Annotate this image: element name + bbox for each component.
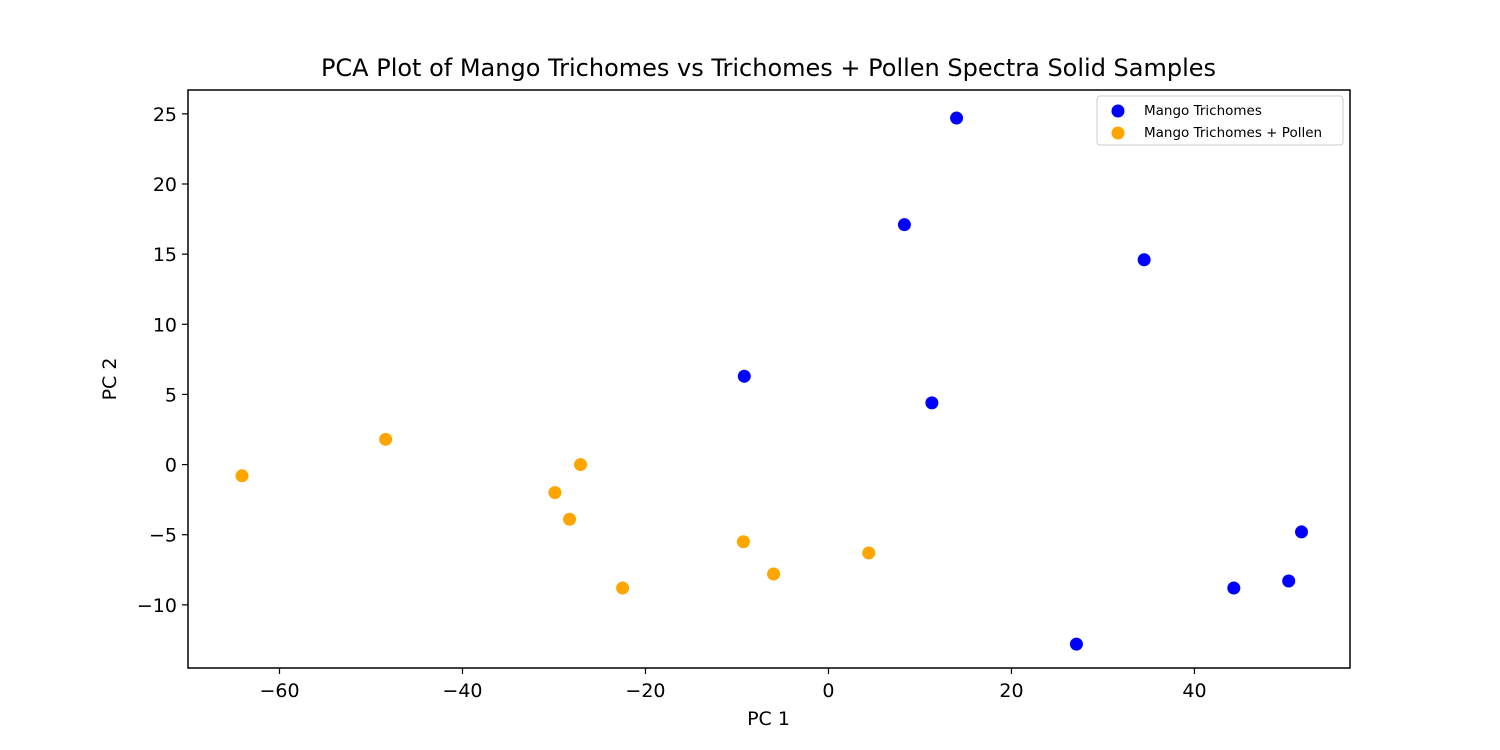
x-axis-label: PC 1: [747, 708, 790, 730]
legend-marker-mango-trichomes: [1111, 104, 1125, 118]
y-tick-label: 15: [153, 244, 177, 266]
scatter-point-series-2: [574, 458, 588, 472]
scatter-point-series-1: [897, 218, 911, 232]
scatter-point-series-2: [736, 535, 750, 549]
x-tick-label: −20: [625, 680, 665, 702]
x-tick-label: 20: [999, 680, 1023, 702]
scatter-point-series-2: [235, 469, 249, 483]
y-tick-label: 5: [165, 384, 177, 406]
chart-title: PCA Plot of Mango Trichomes vs Trichomes…: [321, 54, 1216, 82]
y-tick-label: −5: [149, 525, 177, 547]
scatter-point-series-1: [925, 396, 939, 410]
x-tick-label: 40: [1182, 680, 1206, 702]
scatter-point-series-1: [1282, 574, 1296, 588]
y-tick-label: 20: [153, 174, 177, 196]
scatter-point-series-2: [379, 432, 393, 446]
scatter-point-series-1: [1137, 253, 1151, 267]
scatter-point-series-2: [548, 486, 562, 500]
y-tick-label: 25: [153, 104, 177, 126]
data-points: [235, 111, 1309, 651]
scatter-point-series-1: [1069, 637, 1083, 651]
scatter-point-series-1: [950, 111, 964, 125]
plot-area-frame: [187, 89, 1351, 669]
legend-label-mango-trichomes-pollen: Mango Trichomes + Pollen: [1144, 125, 1322, 141]
legend-marker-mango-trichomes-pollen: [1111, 126, 1125, 140]
legend-box: [1096, 95, 1344, 146]
y-axis-label: PC 2: [99, 358, 121, 401]
y-tick-label: −10: [137, 595, 177, 617]
x-axis: −60 −40 −20 0 20 40: [259, 668, 1207, 702]
scatter-point-series-2: [767, 567, 781, 581]
scatter-point-series-2: [862, 546, 876, 560]
y-tick-label: 0: [165, 455, 177, 477]
scatter-point-series-1: [737, 369, 751, 383]
x-tick-label: −40: [442, 680, 482, 702]
x-tick-label: 0: [822, 680, 834, 702]
scatter-point-series-1: [1295, 525, 1309, 539]
scatter-point-series-2: [616, 581, 630, 595]
y-axis: −10 −5 0 5 10 15 20 25: [137, 104, 188, 617]
y-tick-label: 10: [153, 314, 177, 336]
x-tick-label: −60: [259, 680, 299, 702]
scatter-point-series-2: [563, 512, 577, 526]
legend: Mango Trichomes Mango Trichomes + Pollen: [1096, 95, 1344, 146]
scatter-point-series-1: [1227, 581, 1241, 595]
legend-label-mango-trichomes: Mango Trichomes: [1144, 103, 1262, 119]
